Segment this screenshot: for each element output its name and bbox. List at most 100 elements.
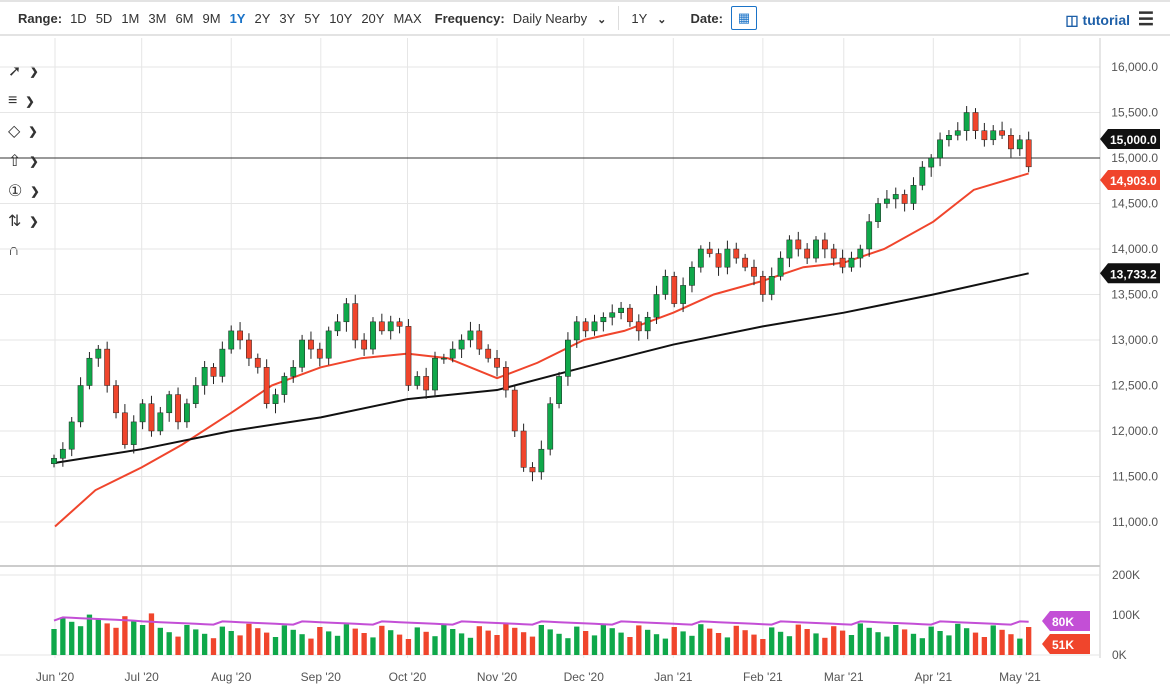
frequency-select[interactable]: Daily Nearby ⌄ <box>513 11 607 26</box>
candle-body <box>352 303 359 341</box>
volume-bar <box>556 633 562 655</box>
last-price-label: 14,903.0 <box>1110 174 1157 188</box>
candle-body <box>715 253 722 268</box>
candle-body <box>246 339 252 359</box>
x-tick-label: Aug '20 <box>211 670 252 684</box>
candle-body <box>387 321 394 332</box>
candle-body <box>768 276 775 295</box>
candle-body <box>520 430 527 468</box>
x-tick-label: Dec '20 <box>564 670 605 684</box>
ma200-line <box>54 272 1029 464</box>
volume-bar <box>591 635 598 655</box>
y-tick-label: 13,500.0 <box>1111 288 1158 302</box>
candle-body <box>290 367 297 377</box>
film-icon: ◫ <box>1065 12 1079 28</box>
range-max[interactable]: MAX <box>393 10 422 26</box>
candle-body <box>635 321 642 332</box>
candle-body <box>875 203 881 222</box>
volume-bar <box>529 636 536 655</box>
hamburger-menu-icon[interactable]: ☰ <box>1137 9 1154 29</box>
range-20y[interactable]: 20Y <box>361 10 385 26</box>
volume-bar <box>148 613 155 655</box>
calendar-icon[interactable]: ▦ <box>731 6 757 30</box>
candle-body <box>502 367 509 391</box>
range-3y[interactable]: 3Y <box>279 10 296 26</box>
range-6m[interactable]: 6M <box>175 10 194 26</box>
candle-body <box>795 239 802 250</box>
tool-magnet[interactable]: ∩ <box>8 236 48 266</box>
volume-bar <box>893 625 899 655</box>
candle-body <box>219 348 226 377</box>
x-tick-label: Sep '20 <box>301 670 342 684</box>
tool-shape[interactable]: ◇ ❯ <box>8 116 48 146</box>
volume-bar <box>689 635 695 655</box>
price-chart[interactable]: 16,000.0 15,500.0 15,000.0 14,500.0 14,000.0… <box>0 38 1170 700</box>
candle-body <box>440 357 447 360</box>
candle-body <box>175 394 181 423</box>
toolbar: Range: 1D 5D 1M 3M 6M 9M 1Y 2Y 3Y 5Y 10Y 20Y MAX Fre… <box>0 0 1170 36</box>
volume-bar <box>1026 627 1032 655</box>
candle-body <box>95 348 102 359</box>
range-label: Range: <box>18 10 63 26</box>
candle-body <box>565 339 571 377</box>
volume-bar <box>467 637 474 655</box>
chevron-right-icon: ❯ <box>29 155 39 168</box>
volume-bar <box>547 629 553 655</box>
volume-tick-label: 200K <box>1112 568 1140 582</box>
candle-body <box>396 321 403 327</box>
range-3m[interactable]: 3M <box>148 10 167 26</box>
range-9m[interactable]: 9M <box>202 10 221 26</box>
volume-bar <box>281 625 288 655</box>
volume-bar <box>645 629 651 655</box>
range-1y[interactable]: 1Y <box>229 10 246 26</box>
ma200-price-label-bg <box>1100 263 1160 284</box>
candle-body <box>237 330 243 341</box>
tool-measure[interactable]: ⇅ ❯ <box>8 206 48 236</box>
tool-arrow[interactable]: ⇧ ❯ <box>8 146 48 176</box>
range-10y[interactable]: 10Y <box>329 10 353 26</box>
fibonacci-icon: ≡ <box>8 92 18 109</box>
volume-bar <box>69 621 75 655</box>
candle-body <box>759 276 766 295</box>
y-tick-label: 14,500.0 <box>1111 197 1158 211</box>
period-select[interactable]: 1Y ⌄ <box>631 11 666 26</box>
volume-bar <box>219 626 226 655</box>
candle-body <box>821 239 828 250</box>
chevron-right-icon: ❯ <box>29 65 39 78</box>
tool-fibonacci[interactable]: ≡ ❯ <box>8 86 48 116</box>
tool-annotation[interactable]: ① ❯ <box>8 176 48 206</box>
volume-bar <box>184 625 190 655</box>
volume-bar <box>751 634 757 655</box>
volume-bar <box>175 636 181 655</box>
range-1d[interactable]: 1D <box>70 10 87 26</box>
candle-body <box>121 412 128 445</box>
range-1m[interactable]: 1M <box>121 10 140 26</box>
volume-bar <box>538 625 544 655</box>
volume-bar <box>901 629 908 655</box>
range-5d[interactable]: 5D <box>95 10 113 26</box>
volume-bar <box>662 638 669 655</box>
volume-bar <box>582 631 589 655</box>
volume-bar <box>326 631 332 655</box>
volume-bar <box>839 630 846 655</box>
volume-bar <box>724 637 731 655</box>
volume-bar <box>131 620 137 655</box>
annotation-number-icon: ① <box>8 183 23 200</box>
range-5y[interactable]: 5Y <box>304 10 321 26</box>
volume-bar <box>618 632 624 655</box>
volume-bar <box>760 639 766 655</box>
volume-average-label: 80K <box>1052 615 1074 629</box>
volume-bar <box>1008 634 1014 655</box>
volume-bar <box>494 635 500 655</box>
volume-bar <box>848 635 855 655</box>
volume-bar <box>777 631 784 655</box>
candle-body <box>157 412 164 432</box>
candle-body <box>476 330 483 350</box>
volume-bar <box>122 616 128 655</box>
tutorial-link[interactable]: ◫ tutorial <box>1065 12 1130 29</box>
volume-bar <box>193 629 199 655</box>
y-tick-label: 15,500.0 <box>1111 106 1158 120</box>
candle-body <box>910 185 917 204</box>
range-2y[interactable]: 2Y <box>254 10 271 26</box>
candle-body <box>751 266 757 277</box>
